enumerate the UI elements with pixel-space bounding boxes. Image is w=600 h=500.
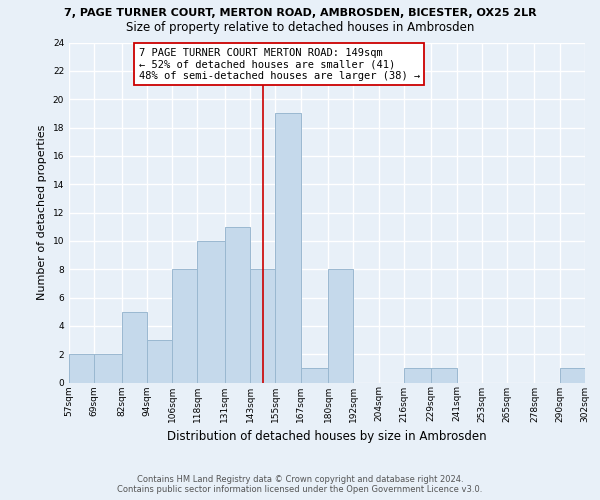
Bar — [585, 368, 600, 382]
Bar — [147, 340, 172, 382]
Bar — [172, 269, 197, 382]
Bar — [560, 368, 585, 382]
Text: Contains HM Land Registry data © Crown copyright and database right 2024.
Contai: Contains HM Land Registry data © Crown c… — [118, 474, 482, 494]
Text: Size of property relative to detached houses in Ambrosden: Size of property relative to detached ho… — [126, 21, 474, 34]
Bar — [250, 269, 275, 382]
X-axis label: Distribution of detached houses by size in Ambrosden: Distribution of detached houses by size … — [167, 430, 487, 443]
Bar — [301, 368, 328, 382]
Bar — [122, 312, 147, 382]
Bar — [431, 368, 457, 382]
Text: 7, PAGE TURNER COURT, MERTON ROAD, AMBROSDEN, BICESTER, OX25 2LR: 7, PAGE TURNER COURT, MERTON ROAD, AMBRO… — [64, 8, 536, 18]
Bar — [275, 114, 301, 382]
Bar — [328, 269, 353, 382]
Bar — [197, 241, 225, 382]
Bar — [404, 368, 431, 382]
Bar — [225, 226, 250, 382]
Bar — [69, 354, 94, 382]
Y-axis label: Number of detached properties: Number of detached properties — [37, 125, 47, 300]
Text: 7 PAGE TURNER COURT MERTON ROAD: 149sqm
← 52% of detached houses are smaller (41: 7 PAGE TURNER COURT MERTON ROAD: 149sqm … — [139, 48, 420, 81]
Bar — [94, 354, 122, 382]
